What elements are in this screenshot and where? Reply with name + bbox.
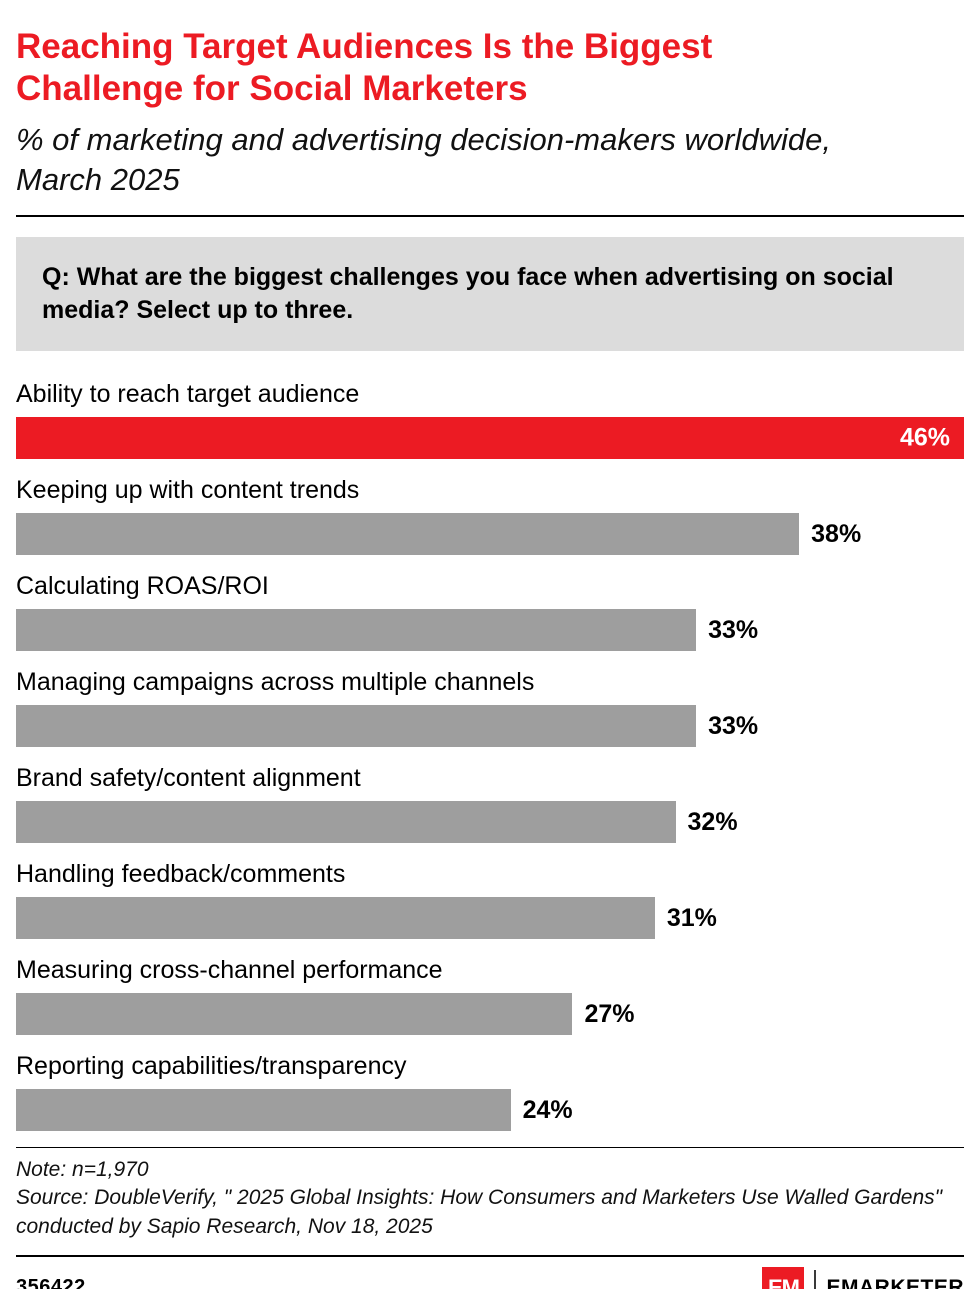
bar-track: 38% (16, 513, 964, 556)
bar-category-label: Keeping up with content trends (16, 476, 360, 505)
brand-name: EMARKETER (826, 1275, 964, 1289)
bar-track: 46% (16, 417, 964, 460)
bar-category-label: Brand safety/content alignment (16, 764, 361, 793)
page-title: Reaching Target Audiences Is the Biggest… (16, 27, 713, 108)
bar-chart: Ability to reach target audience 46% Kee… (16, 379, 964, 1147)
bar-category-label: Measuring cross-channel performance (16, 956, 443, 985)
bar-track: 31% (16, 897, 964, 940)
brand-lockup: EM EMARKETER (762, 1266, 964, 1289)
bar-value-label: 32% (687, 807, 738, 836)
bar-track: 27% (16, 993, 964, 1036)
bar-track: 33% (16, 609, 964, 652)
bar-row: Managing campaigns across multiple chann… (16, 667, 964, 748)
footer-bar: 356422 EM EMARKETER (16, 1254, 964, 1289)
bar-keeping-up-with-content-trends (16, 513, 800, 556)
bar-managing-campaigns-across-multiple-channels (16, 705, 697, 748)
bar-track: 33% (16, 705, 964, 748)
bar-value-label: 46% (899, 423, 950, 452)
bar-value-label: 33% (708, 711, 759, 740)
bar-category-label: Handling feedback/comments (16, 860, 346, 889)
bar-category-label: Calculating ROAS/ROI (16, 572, 269, 601)
bar-calculating-roas-roi (16, 609, 697, 652)
bar-row: Keeping up with content trends 38% (16, 475, 964, 556)
question-box: Q: What are the biggest challenges you f… (16, 237, 964, 352)
bar-row: Handling feedback/comments 31% (16, 859, 964, 940)
bar-category-label: Reporting capabilities/transparency (16, 1052, 407, 1081)
bar-track: 24% (16, 1089, 964, 1132)
bar-value-label: 31% (666, 903, 717, 932)
question-text: Q: What are the biggest challenges you f… (42, 263, 894, 325)
note-text: Note: n=1,970 (16, 1158, 149, 1182)
brand-divider (814, 1269, 817, 1289)
bar-reporting-capabilities-transparency (16, 1089, 511, 1132)
bar-handling-feedback-comments (16, 897, 655, 940)
bar-value-label: 33% (708, 615, 759, 644)
bar-ability-to-reach-target-audience (16, 417, 964, 460)
bar-brand-safety-content-alignment (16, 801, 676, 844)
bar-row: Measuring cross-channel performance 27% (16, 955, 964, 1036)
bar-category-label: Managing campaigns across multiple chann… (16, 668, 535, 697)
bar-measuring-cross-channel-performance (16, 993, 573, 1036)
header-divider (16, 215, 964, 218)
bar-value-label: 27% (584, 999, 635, 1028)
bar-value-label: 38% (811, 519, 862, 548)
chart-id: 356422 (16, 1276, 86, 1289)
bar-category-label: Ability to reach target audience (16, 380, 360, 409)
bar-row: Reporting capabilities/transparency 24% (16, 1051, 964, 1132)
page-subtitle: % of marketing and advertising decision-… (16, 122, 831, 197)
emarketer-logo-icon: EM (762, 1266, 805, 1289)
bar-row: Calculating ROAS/ROI 33% (16, 571, 964, 652)
notes-section: Note: n=1,970 Source: DoubleVerify, " 20… (16, 1147, 964, 1240)
bar-row: Ability to reach target audience 46% (16, 379, 964, 460)
source-text: Source: DoubleVerify, " 2025 Global Insi… (16, 1186, 943, 1238)
bar-row: Brand safety/content alignment 32% (16, 763, 964, 844)
bar-track: 32% (16, 801, 964, 844)
bar-value-label: 24% (522, 1095, 573, 1124)
